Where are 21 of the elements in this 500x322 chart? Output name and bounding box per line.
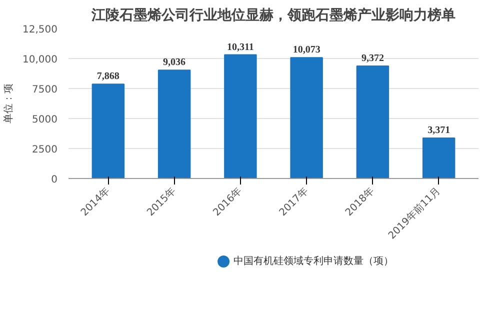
data-label: 3,371 bbox=[428, 125, 450, 136]
y-tick-label: 7500 bbox=[32, 84, 58, 96]
bar bbox=[356, 66, 390, 178]
bar bbox=[92, 84, 125, 178]
y-tick-label: 2500 bbox=[32, 144, 58, 156]
bar bbox=[224, 54, 257, 178]
legend-label: 中国有机硅领域专利申请数量（项） bbox=[234, 255, 394, 267]
y-tick-label: 12,500 bbox=[22, 24, 58, 36]
bar bbox=[422, 138, 456, 178]
bar bbox=[290, 57, 323, 178]
data-label: 10,073 bbox=[292, 44, 320, 56]
data-label: 10,311 bbox=[226, 42, 254, 53]
y-tick-label: 0 bbox=[51, 174, 58, 186]
y-axis-title: 单位：项 bbox=[2, 84, 15, 124]
y-tick-label: 5000 bbox=[32, 114, 58, 126]
data-label: 7,868 bbox=[96, 71, 120, 82]
y-tick-label: 10,000 bbox=[22, 54, 58, 66]
chart-title: 江陵石墨烯公司行业地位显赫，领跑石墨烯产业影响力榜单 bbox=[90, 6, 456, 24]
data-label: 9,372 bbox=[361, 53, 384, 64]
data-label: 9,036 bbox=[163, 57, 186, 68]
bar bbox=[158, 70, 191, 178]
